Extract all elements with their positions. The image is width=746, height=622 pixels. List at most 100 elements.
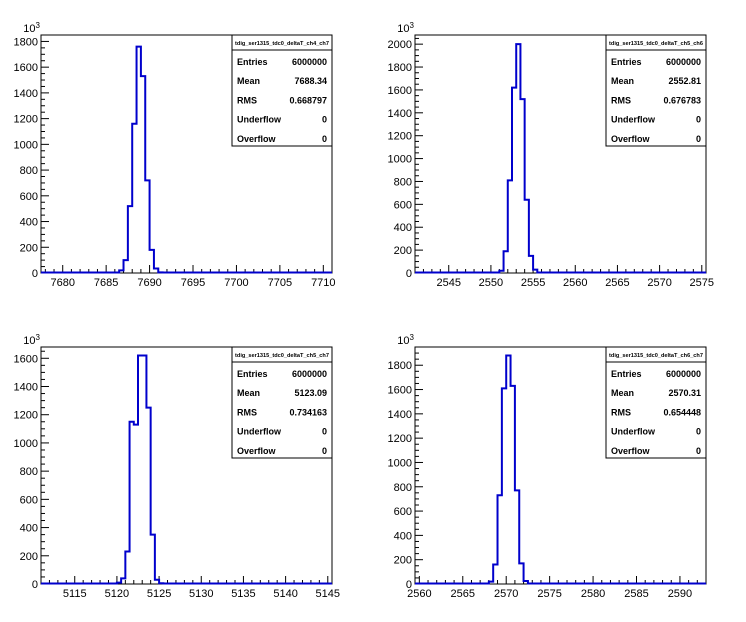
histogram-panel: 0200400600800100012001400160018001032560…	[388, 333, 707, 600]
stats-label: RMS	[237, 407, 257, 417]
y-tick-label: 1600	[388, 385, 412, 397]
histogram-bin	[137, 47, 141, 273]
x-tick-label: 7705	[268, 277, 292, 289]
histogram-bin	[504, 251, 508, 273]
y-tick-label: 1800	[14, 36, 38, 48]
histogram-bin	[493, 565, 497, 584]
y-exponent-label: 103	[397, 21, 414, 35]
y-tick-label: 400	[20, 217, 38, 229]
x-tick-label: 2555	[521, 277, 545, 289]
histogram-bin	[524, 581, 528, 584]
stats-label: Overflow	[611, 134, 651, 144]
y-tick-label: 0	[406, 268, 412, 280]
x-tick-label: 7685	[94, 277, 118, 289]
y-tick-label: 1400	[14, 88, 38, 100]
stats-label: Mean	[611, 76, 634, 86]
stats-value: 6000000	[292, 369, 327, 379]
y-tick-label: 1400	[388, 409, 412, 421]
stats-value: 0	[696, 427, 701, 437]
y-tick-label: 0	[406, 579, 412, 591]
stats-box	[605, 346, 707, 459]
y-tick-label: 800	[20, 165, 38, 177]
histogram-bin	[117, 583, 121, 584]
histogram-line	[41, 45, 332, 274]
stats-label: Mean	[611, 388, 634, 398]
stats-label: Mean	[237, 76, 260, 86]
y-exponent-power: 3	[36, 333, 41, 342]
y-tick-label: 400	[394, 530, 412, 542]
y-tick-label: 1600	[14, 62, 38, 74]
y-exponent-base: 10	[397, 335, 409, 347]
histogram-bin	[529, 256, 533, 273]
stats-value: 0	[322, 446, 327, 456]
y-exponent-power: 3	[36, 21, 41, 30]
stats-label: Overflow	[237, 134, 277, 144]
x-tick-label: 5125	[147, 588, 171, 600]
stats-value: 0	[322, 134, 327, 144]
stats-label: Overflow	[237, 446, 277, 456]
histogram-bin	[121, 578, 125, 584]
x-tick-label: 2560	[563, 277, 587, 289]
histogram-bin	[511, 386, 515, 584]
histogram-bin	[516, 44, 520, 273]
y-tick-label: 1600	[388, 85, 412, 97]
stats-value: 5123.09	[294, 388, 327, 398]
y-tick-label: 1200	[388, 131, 412, 143]
stats-value: 0.668797	[289, 95, 327, 105]
stats-value: 6000000	[292, 57, 327, 67]
histogram-bin	[141, 76, 145, 273]
stats-value: 2570.31	[668, 388, 701, 398]
y-tick-label: 800	[394, 482, 412, 494]
histogram-bin	[119, 270, 123, 273]
histogram-title: tdig_ser1315_tdc0_deltaT_ch5_ch7	[235, 353, 329, 359]
histogram-panel: 0200400600800100012001400160018001037680…	[14, 21, 336, 289]
histogram-bin	[533, 270, 537, 273]
x-tick-label: 2570	[494, 588, 518, 600]
y-tick-label: 800	[20, 466, 38, 478]
y-tick-label: 1200	[388, 433, 412, 445]
y-tick-label: 200	[394, 555, 412, 567]
x-tick-label: 5115	[63, 588, 87, 600]
stats-box	[605, 34, 707, 147]
y-tick-label: 600	[20, 191, 38, 203]
histogram-panel: 0200400600800100012001400160018002000103…	[388, 21, 715, 289]
y-exponent-base: 10	[23, 335, 35, 347]
x-tick-label: 7695	[181, 277, 205, 289]
y-tick-label: 0	[32, 268, 38, 280]
histogram-bin	[506, 356, 510, 584]
y-tick-label: 0	[32, 579, 38, 591]
histogram-bin	[154, 268, 158, 273]
y-tick-label: 1800	[388, 360, 412, 372]
histogram-title: tdig_ser1315_tdc0_deltaT_ch6_ch7	[609, 353, 703, 359]
y-tick-label: 1000	[14, 139, 38, 151]
stats-value: 0	[696, 446, 701, 456]
stats-value: 7688.34	[294, 76, 327, 86]
stats-label: Underflow	[237, 427, 282, 437]
x-tick-label: 2575	[537, 588, 561, 600]
histogram-bin	[125, 552, 129, 584]
y-exponent-base: 10	[23, 23, 35, 35]
y-tick-label: 600	[394, 199, 412, 211]
histogram-line	[415, 354, 706, 585]
histogram-bin	[525, 200, 529, 273]
stats-label: Underflow	[611, 427, 656, 437]
y-tick-label: 400	[20, 523, 38, 535]
histogram-bin	[158, 272, 162, 273]
histogram-bin	[150, 250, 154, 273]
y-exponent-label: 103	[23, 333, 40, 347]
x-tick-label: 7700	[224, 277, 248, 289]
x-tick-label: 7710	[311, 277, 335, 289]
stats-value: 0.676783	[663, 95, 701, 105]
stats-label: Entries	[611, 57, 642, 67]
y-tick-label: 400	[394, 222, 412, 234]
histogram-bin	[145, 180, 149, 273]
histogram-bin	[134, 425, 138, 584]
stats-label: Entries	[611, 369, 642, 379]
x-tick-label: 2575	[690, 277, 714, 289]
stats-value: 0.734163	[289, 407, 327, 417]
stats-value: 2552.81	[668, 76, 701, 86]
histogram-bin	[151, 535, 155, 584]
y-tick-label: 600	[20, 494, 38, 506]
